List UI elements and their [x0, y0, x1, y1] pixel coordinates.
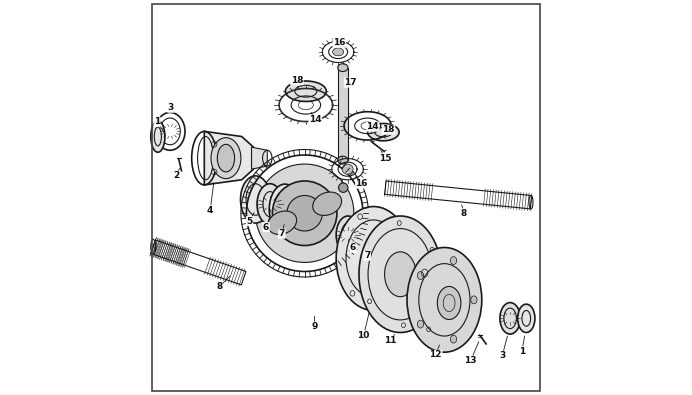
Ellipse shape [347, 217, 376, 264]
Text: 16: 16 [356, 179, 368, 188]
Ellipse shape [217, 144, 235, 172]
Text: 18: 18 [291, 76, 303, 85]
Ellipse shape [285, 81, 327, 102]
Text: 15: 15 [379, 154, 392, 163]
Text: 8: 8 [461, 209, 467, 218]
Text: 7: 7 [364, 251, 370, 260]
Text: 2: 2 [173, 171, 179, 181]
Text: 8: 8 [216, 282, 222, 292]
Text: 12: 12 [430, 350, 442, 359]
Text: 4: 4 [207, 205, 213, 214]
Ellipse shape [333, 48, 344, 56]
Ellipse shape [287, 196, 322, 231]
Ellipse shape [450, 335, 457, 343]
Ellipse shape [417, 320, 424, 328]
Ellipse shape [273, 181, 337, 246]
Polygon shape [338, 68, 348, 160]
Ellipse shape [417, 272, 424, 280]
Ellipse shape [359, 216, 441, 333]
Text: 13: 13 [464, 356, 477, 365]
Ellipse shape [151, 121, 165, 152]
Text: 5: 5 [246, 216, 253, 226]
Ellipse shape [313, 192, 342, 215]
Text: 6: 6 [263, 222, 269, 231]
Text: 14: 14 [309, 115, 322, 124]
Ellipse shape [336, 216, 360, 254]
Text: 7: 7 [279, 229, 285, 238]
Ellipse shape [367, 124, 399, 141]
Text: 14: 14 [367, 122, 379, 131]
Text: 10: 10 [358, 331, 370, 340]
Ellipse shape [338, 64, 348, 71]
Ellipse shape [437, 286, 461, 320]
Text: 9: 9 [311, 322, 318, 331]
Text: 6: 6 [350, 243, 356, 252]
Ellipse shape [336, 207, 411, 310]
Text: 1: 1 [519, 346, 525, 356]
Ellipse shape [241, 176, 271, 223]
Ellipse shape [518, 304, 535, 333]
Polygon shape [204, 132, 253, 185]
Text: 3: 3 [167, 103, 174, 112]
Text: 11: 11 [384, 336, 397, 345]
Ellipse shape [471, 296, 477, 304]
Text: 16: 16 [333, 38, 345, 47]
Text: 1: 1 [154, 117, 160, 126]
Ellipse shape [257, 184, 283, 225]
Polygon shape [251, 147, 267, 169]
Ellipse shape [268, 211, 297, 235]
Ellipse shape [211, 138, 241, 179]
Text: 18: 18 [382, 125, 394, 134]
Ellipse shape [407, 248, 482, 352]
Circle shape [255, 164, 354, 262]
Ellipse shape [450, 257, 457, 265]
Ellipse shape [385, 252, 416, 297]
Text: 17: 17 [345, 78, 357, 87]
Ellipse shape [338, 183, 348, 192]
Ellipse shape [342, 164, 353, 174]
Text: 3: 3 [499, 351, 505, 360]
Ellipse shape [500, 303, 520, 334]
Ellipse shape [269, 184, 301, 235]
Ellipse shape [338, 156, 348, 164]
